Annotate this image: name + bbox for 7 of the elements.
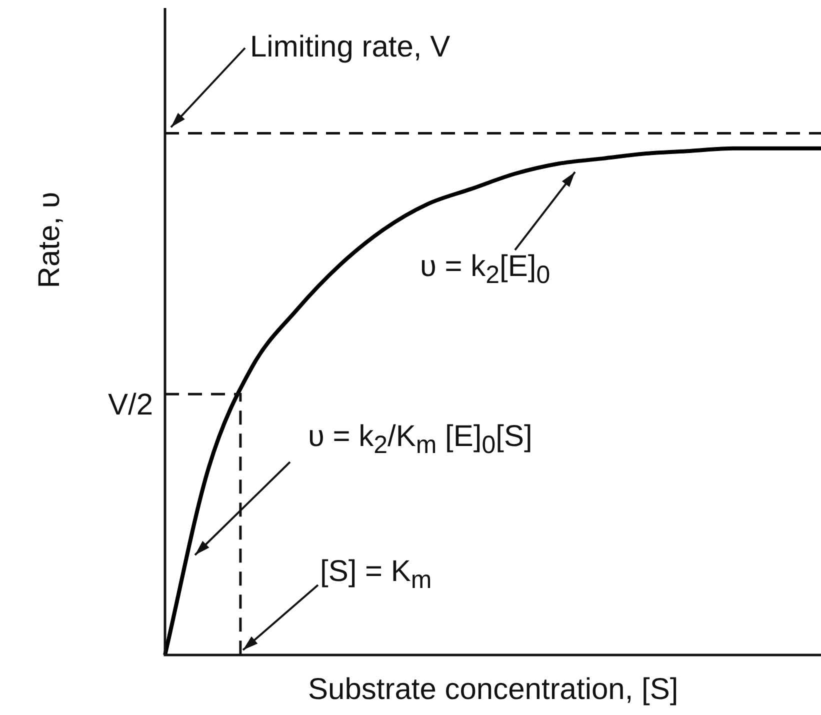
ref-line-label: Limiting rate, V xyxy=(250,30,450,64)
annotation: υ = k$_{2}$/K$_{m}$ [E]$_{0}$[S] xyxy=(308,420,532,459)
x-axis-title: Substrate concentration, [S] xyxy=(308,673,678,706)
ref-line-label: V/2 xyxy=(108,388,153,422)
annotation: [S] = K$_{m}$ xyxy=(320,555,432,594)
y-axis-title: Rate, υ xyxy=(33,192,66,288)
annotation: υ = k$_{2}$[E]$_{0}$ xyxy=(420,250,550,289)
